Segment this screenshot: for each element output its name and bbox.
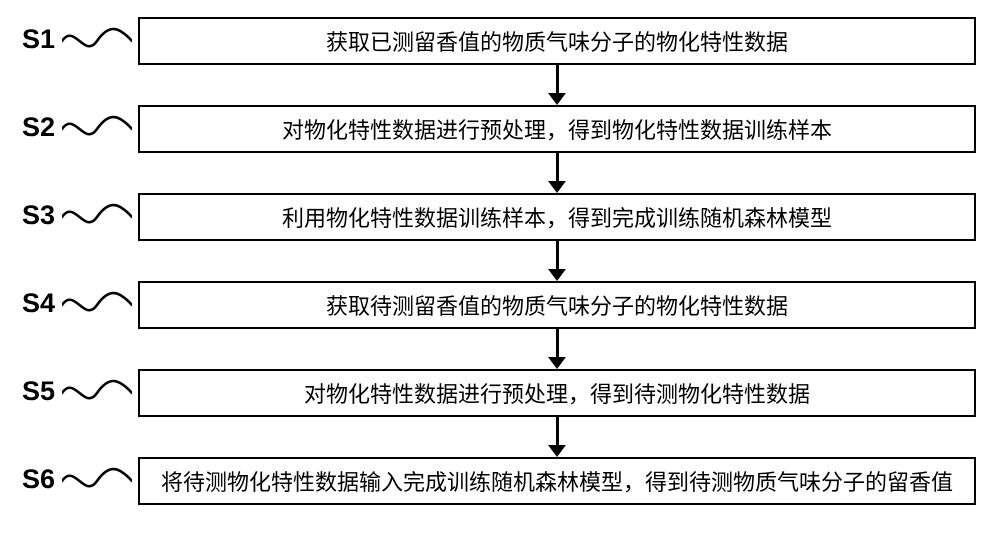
step-label-s4: S4 <box>22 288 55 319</box>
step-box-s5: 对物化特性数据进行预处理，得到待测物化特性数据 <box>138 369 976 417</box>
arrow-head-icon <box>548 93 566 105</box>
arrow-line <box>556 153 559 181</box>
squiggle-connector <box>62 378 132 408</box>
step-text: 对物化特性数据进行预处理，得到物化特性数据训练样本 <box>282 113 832 145</box>
step-label-s1: S1 <box>22 24 55 55</box>
step-box-s4: 获取待测留香值的物质气味分子的物化特性数据 <box>138 281 976 329</box>
step-label-s5: S5 <box>22 376 55 407</box>
step-box-s3: 利用物化特性数据训练样本，得到完成训练随机森林模型 <box>138 193 976 241</box>
arrow-line <box>556 329 559 357</box>
squiggle-connector <box>62 26 132 56</box>
arrow-line <box>556 417 559 445</box>
arrow-head-icon <box>548 445 566 457</box>
step-text: 获取已测留香值的物质气味分子的物化特性数据 <box>326 25 788 57</box>
arrow-line <box>556 65 559 93</box>
squiggle-connector <box>62 202 132 232</box>
squiggle-connector <box>62 114 132 144</box>
squiggle-connector <box>62 466 132 496</box>
squiggle-connector <box>62 290 132 320</box>
step-label-s3: S3 <box>22 200 55 231</box>
step-box-s2: 对物化特性数据进行预处理，得到物化特性数据训练样本 <box>138 105 976 153</box>
arrow-line <box>556 241 559 269</box>
arrow-head-icon <box>548 357 566 369</box>
step-text: 将待测物化特性数据输入完成训练随机森林模型，得到待测物质气味分子的留香值 <box>161 465 953 497</box>
step-box-s1: 获取已测留香值的物质气味分子的物化特性数据 <box>138 17 976 65</box>
step-text: 获取待测留香值的物质气味分子的物化特性数据 <box>326 289 788 321</box>
flowchart-canvas: S1 获取已测留香值的物质气味分子的物化特性数据 S2 对物化特性数据进行预处理，得到… <box>0 0 1000 535</box>
step-text: 对物化特性数据进行预处理，得到待测物化特性数据 <box>304 377 810 409</box>
arrow-head-icon <box>548 269 566 281</box>
step-box-s6: 将待测物化特性数据输入完成训练随机森林模型，得到待测物质气味分子的留香值 <box>138 457 976 505</box>
step-text: 利用物化特性数据训练样本，得到完成训练随机森林模型 <box>282 201 832 233</box>
step-label-s2: S2 <box>22 112 55 143</box>
arrow-head-icon <box>548 181 566 193</box>
step-label-s6: S6 <box>22 464 55 495</box>
